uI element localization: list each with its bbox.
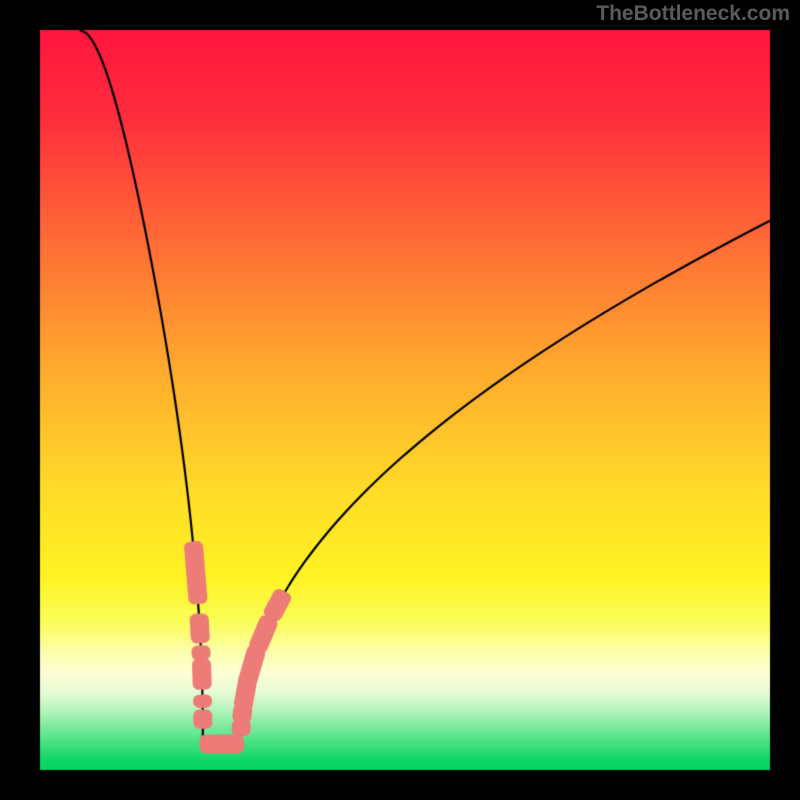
chart-container: TheBottleneck.com: [0, 0, 800, 800]
attribution-label: TheBottleneck.com: [596, 2, 790, 26]
bottleneck-chart-canvas: [0, 0, 800, 800]
